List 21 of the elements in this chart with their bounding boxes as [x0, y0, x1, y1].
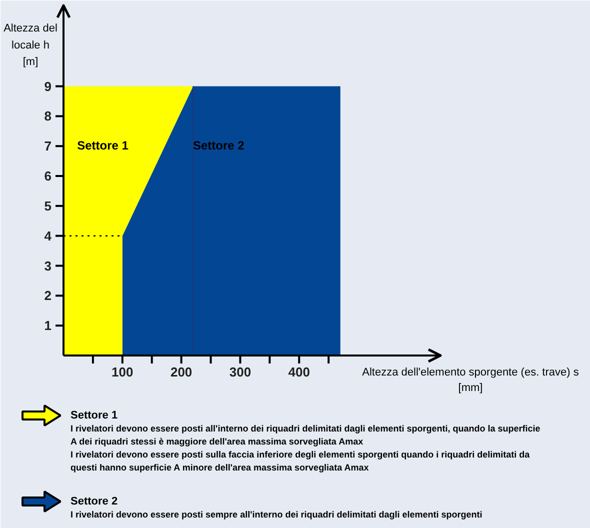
legend-label: Settore 2	[70, 496, 118, 508]
text: Settore 1	[77, 138, 128, 152]
legend-label: Settore 1	[70, 410, 118, 422]
x-tick-label: 200	[170, 364, 192, 380]
text: I rivelatori devono essere posti sempre all'interno dei riquadri delimitati dagli elementi sporgenti	[70, 510, 482, 520]
y-tick-label: 3	[44, 258, 52, 274]
y-tick-label: 5	[44, 198, 52, 214]
x-tick-label: 100	[112, 364, 134, 380]
y-tick-label: 2	[44, 288, 52, 304]
text: I rivelatori devono essere posti all'interno dei riquadri delimitati dagli elementi sporgenti, quando la superficie A dei riquadri stessi è maggiore dell'area massima sorvegliata Amax I rivelatori devono essere posti sulla faccia inferiore degli elementi sporgenti quando i riquadri delimitati da questi hanno superficie A minore dell'area massima sorvegliata Amax	[70, 424, 540, 472]
y-tick-label: 9	[44, 78, 52, 94]
y-tick-label: 7	[44, 138, 52, 154]
text: Settore 2	[192, 138, 244, 152]
y-tick-label: 1	[44, 318, 52, 334]
x-tick-label: 300	[229, 364, 252, 380]
x-tick-label: 400	[288, 364, 310, 380]
y-tick-label: 8	[44, 108, 52, 124]
y-axis-title: Altezza del locale h [m]	[4, 22, 58, 68]
y-tick-label: 4	[44, 228, 52, 244]
x-axis-title: Altezza dell'elemento sporgente (es. trave) s [mm]	[362, 366, 580, 394]
y-tick-label: 6	[44, 168, 52, 184]
